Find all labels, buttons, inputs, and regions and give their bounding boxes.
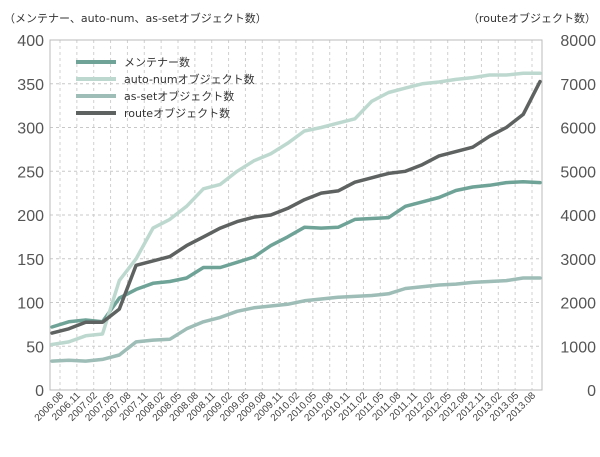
y-tick-label-right: 1000	[560, 339, 596, 356]
grid	[49, 39, 543, 391]
y-tick-label-right: 0	[587, 383, 596, 400]
series-line	[50, 276, 542, 363]
y-tick-label-left: 400	[17, 33, 44, 50]
y-tick-label-right: 6000	[560, 121, 596, 138]
y-ticks-left: 0 50 100 150 200 250 300 350 400	[17, 33, 44, 400]
y-tick-label-left: 200	[17, 208, 44, 225]
y-tick-label-left: 100	[17, 296, 44, 313]
y-tick-label-left: 250	[17, 164, 44, 181]
y-tick-label-right: 8000	[560, 33, 596, 50]
plot-frame	[49, 39, 543, 391]
y-tick-label-left: 150	[17, 252, 44, 269]
legend: メンテナー数 auto-numオブジェクト数 as-setオブジェクト数 routeオ…	[76, 56, 255, 120]
y-axis-title-left: （メンテナー、auto-num、as-setオブジェクト数）	[4, 11, 267, 25]
legend-label: auto-numオブジェクト数	[124, 72, 255, 86]
series-line	[50, 79, 542, 335]
series-lines	[50, 71, 542, 363]
x-ticks: 2006.082006.112007.022007.052007.082007.…	[33, 390, 539, 424]
y-tick-label-left: 350	[17, 77, 44, 94]
y-tick-label-left: 300	[17, 121, 44, 138]
y-tick-label-left: 0	[35, 383, 44, 400]
legend-label: as-setオブジェクト数	[124, 89, 234, 103]
y-axis-title-right: （routeオブジェクト数）	[468, 11, 596, 25]
y-tick-label-right: 3000	[560, 252, 596, 269]
legend-label: routeオブジェクト数	[124, 106, 230, 120]
y-ticks-right: 0 1000 2000 3000 4000 5000 6000 7000 8000	[560, 33, 596, 400]
legend-label: メンテナー数	[124, 56, 190, 69]
y-tick-label-left: 50	[26, 339, 44, 356]
series-line	[50, 71, 542, 347]
y-tick-label-right: 5000	[560, 164, 596, 181]
y-tick-label-right: 7000	[560, 77, 596, 94]
series-line	[50, 180, 542, 329]
y-tick-label-right: 4000	[560, 208, 596, 225]
y-tick-label-right: 2000	[560, 296, 596, 313]
